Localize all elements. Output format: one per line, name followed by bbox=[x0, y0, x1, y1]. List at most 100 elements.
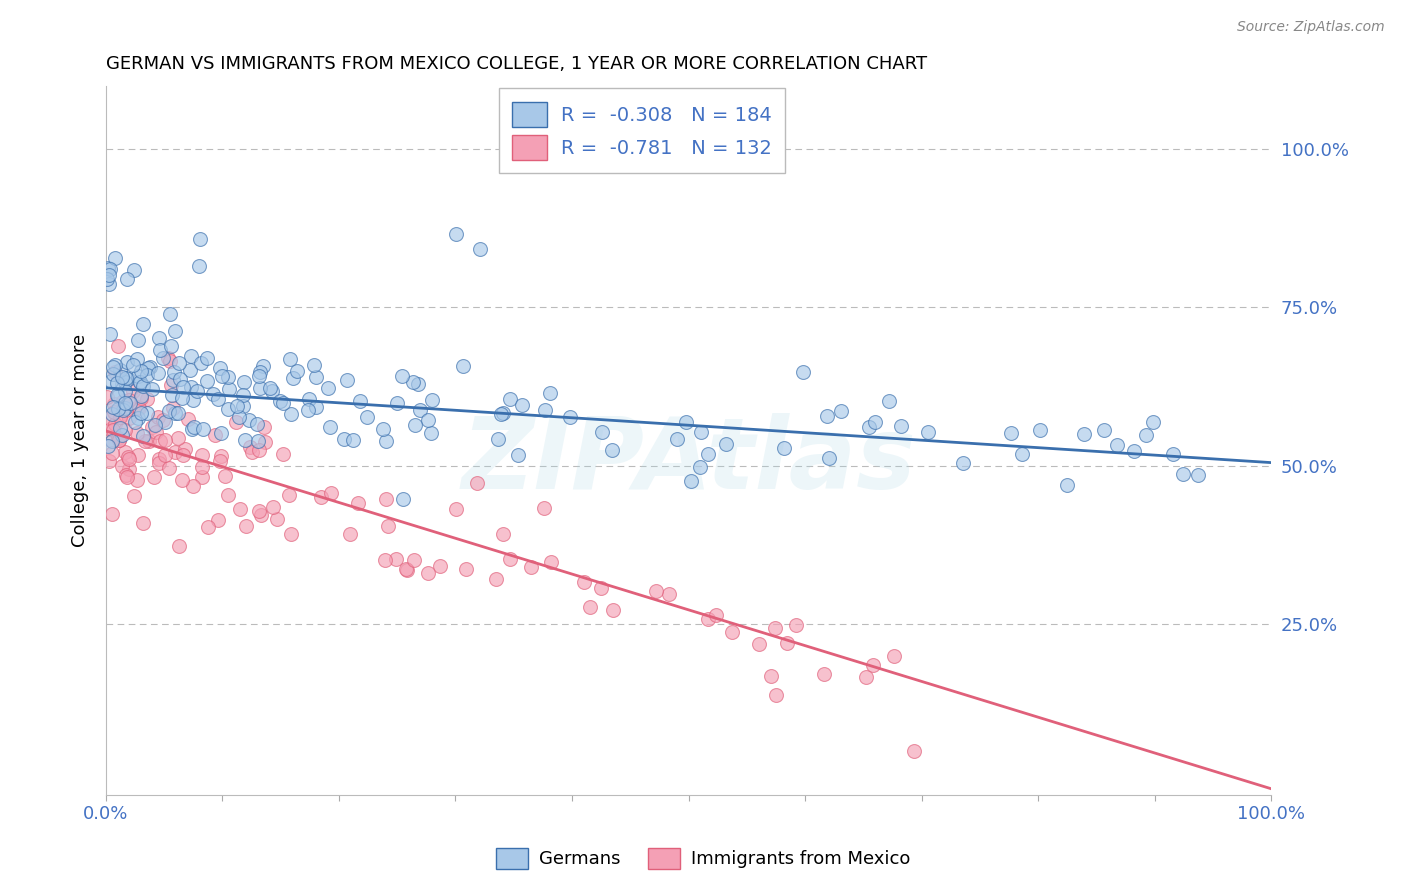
Point bbox=[246, 417, 269, 432]
Point bbox=[115, 468, 138, 483]
Point bbox=[163, 365, 186, 379]
Point bbox=[101, 507, 124, 521]
Point bbox=[602, 603, 624, 617]
Point bbox=[138, 361, 160, 376]
Point bbox=[815, 409, 838, 424]
Point bbox=[159, 308, 181, 322]
Point bbox=[385, 551, 408, 566]
Point bbox=[101, 367, 124, 381]
Point bbox=[319, 486, 342, 500]
Point bbox=[104, 365, 127, 379]
Point bbox=[97, 268, 120, 283]
Point bbox=[148, 456, 170, 470]
Point bbox=[817, 450, 839, 465]
Point bbox=[97, 454, 120, 468]
Legend: Germans, Immigrants from Mexico: Germans, Immigrants from Mexico bbox=[488, 840, 918, 876]
Point bbox=[183, 420, 205, 434]
Point bbox=[402, 553, 425, 567]
Point bbox=[830, 404, 852, 418]
Point bbox=[508, 448, 530, 462]
Point bbox=[232, 388, 254, 402]
Point bbox=[103, 400, 125, 414]
Point bbox=[107, 402, 129, 417]
Point bbox=[172, 448, 194, 462]
Point bbox=[763, 621, 786, 635]
Point bbox=[114, 444, 136, 458]
Point bbox=[271, 396, 294, 410]
Point bbox=[418, 412, 440, 426]
Point bbox=[1122, 444, 1144, 458]
Point bbox=[122, 384, 145, 398]
Point bbox=[406, 376, 429, 391]
Point bbox=[114, 423, 136, 437]
Point bbox=[1173, 467, 1195, 481]
Point bbox=[600, 442, 623, 457]
Point bbox=[101, 434, 124, 449]
Point bbox=[180, 422, 202, 436]
Point bbox=[115, 371, 138, 385]
Point bbox=[249, 508, 271, 523]
Point bbox=[374, 491, 396, 506]
Point bbox=[100, 446, 122, 460]
Point bbox=[316, 381, 339, 395]
Point bbox=[202, 387, 225, 401]
Point bbox=[146, 366, 169, 380]
Point bbox=[697, 447, 720, 461]
Point bbox=[404, 418, 426, 433]
Point bbox=[813, 667, 835, 681]
Point bbox=[305, 370, 328, 384]
Point bbox=[233, 433, 256, 447]
Point bbox=[128, 375, 150, 389]
Point bbox=[141, 420, 163, 434]
Point bbox=[420, 425, 443, 440]
Point bbox=[195, 374, 218, 388]
Point bbox=[336, 373, 359, 387]
Point bbox=[903, 744, 925, 758]
Point bbox=[98, 277, 121, 291]
Point bbox=[534, 403, 557, 417]
Point bbox=[136, 406, 159, 420]
Point bbox=[262, 384, 284, 399]
Point bbox=[98, 422, 121, 436]
Point bbox=[392, 492, 415, 507]
Point bbox=[1073, 426, 1095, 441]
Point bbox=[129, 389, 152, 403]
Point bbox=[112, 403, 135, 417]
Point bbox=[177, 412, 200, 426]
Point bbox=[280, 407, 302, 421]
Point bbox=[266, 512, 288, 526]
Point bbox=[122, 263, 145, 277]
Point bbox=[162, 401, 184, 416]
Point bbox=[681, 474, 703, 488]
Point bbox=[765, 688, 787, 702]
Point bbox=[107, 389, 129, 403]
Point bbox=[675, 415, 697, 429]
Point bbox=[127, 410, 149, 425]
Point bbox=[132, 318, 155, 332]
Point bbox=[122, 489, 145, 503]
Point bbox=[499, 552, 522, 566]
Point bbox=[103, 397, 125, 411]
Point bbox=[111, 376, 134, 391]
Point bbox=[114, 384, 136, 399]
Point bbox=[129, 363, 152, 377]
Point bbox=[863, 415, 886, 429]
Point bbox=[148, 331, 170, 345]
Point bbox=[134, 434, 156, 449]
Point bbox=[117, 372, 139, 386]
Point bbox=[247, 504, 270, 518]
Point bbox=[143, 470, 166, 484]
Point bbox=[217, 488, 239, 502]
Point bbox=[209, 449, 232, 463]
Point bbox=[156, 351, 179, 365]
Point bbox=[114, 376, 136, 390]
Point bbox=[339, 527, 361, 541]
Point bbox=[110, 410, 132, 425]
Point bbox=[160, 338, 183, 352]
Point bbox=[858, 419, 880, 434]
Point bbox=[249, 381, 271, 395]
Point bbox=[169, 372, 191, 386]
Point bbox=[101, 407, 124, 421]
Point bbox=[394, 562, 416, 576]
Point bbox=[395, 563, 418, 577]
